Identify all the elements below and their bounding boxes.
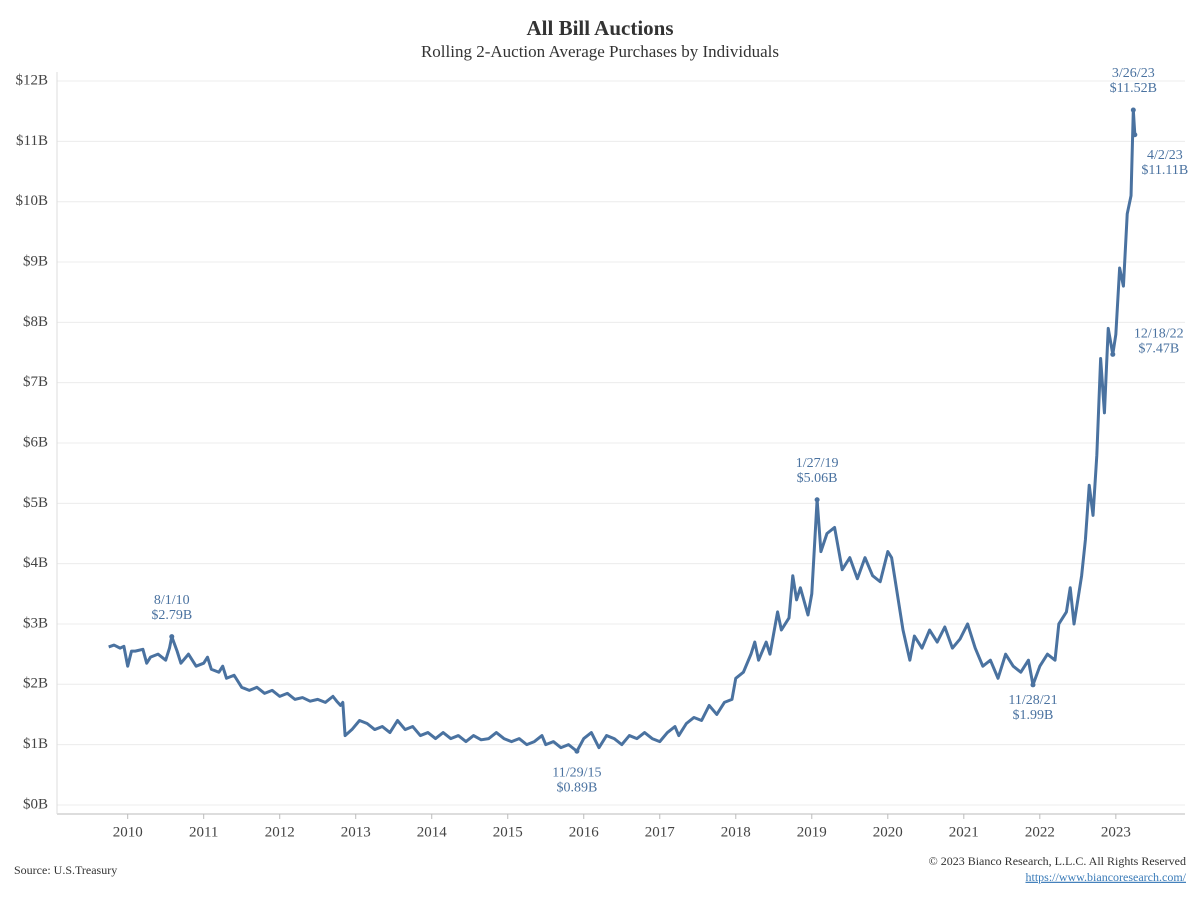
- annotation-date: 1/27/19: [796, 456, 839, 471]
- y-tick-label: $11B: [16, 133, 48, 149]
- annotation-value: $11.52B: [1110, 81, 1157, 96]
- annotation-value: $11.11B: [1141, 163, 1188, 178]
- x-tick-label: 2010: [113, 824, 143, 840]
- chart-subtitle: Rolling 2-Auction Average Purchases by I…: [421, 42, 779, 61]
- y-tick-label: $2B: [23, 676, 48, 692]
- y-tick-label: $4B: [23, 555, 48, 571]
- copyright: © 2023 Bianco Research, L.L.C. All Right…: [929, 854, 1186, 868]
- source: Source: U.S.Treasury: [14, 863, 117, 877]
- annotation-point: [1132, 132, 1138, 138]
- annotation-point: [814, 497, 820, 503]
- annotation-date: 11/28/21: [1008, 693, 1057, 708]
- x-tick-label: 2018: [721, 824, 751, 840]
- chart-title: All Bill Auctions: [526, 16, 673, 40]
- x-tick-label: 2017: [645, 824, 676, 840]
- url[interactable]: https://www.biancoresearch.com/: [1025, 870, 1186, 884]
- annotation-value: $2.79B: [151, 608, 192, 623]
- annotation-value: $7.47B: [1138, 342, 1179, 357]
- annotation-date: 11/29/15: [552, 765, 601, 780]
- y-tick-label: $7B: [23, 374, 48, 390]
- annotation-value: $0.89B: [556, 780, 597, 795]
- url-link[interactable]: https://www.biancoresearch.com/: [1025, 870, 1186, 884]
- y-tick-label: $6B: [23, 434, 48, 450]
- x-tick-label: 2014: [417, 824, 448, 840]
- x-tick-label: 2020: [873, 824, 903, 840]
- annotation-value: $1.99B: [1013, 708, 1054, 723]
- annotation-point: [1110, 351, 1116, 357]
- annotation-date: 3/26/23: [1112, 66, 1155, 81]
- annotation-point: [1030, 682, 1036, 688]
- annotation-point: [169, 634, 175, 640]
- y-tick-label: $10B: [15, 193, 48, 209]
- y-tick-label: $1B: [23, 736, 48, 752]
- x-tick-label: 2023: [1101, 824, 1131, 840]
- series-line: [108, 108, 1137, 753]
- x-tick-label: 2015: [493, 824, 523, 840]
- annotation-date: 12/18/22: [1134, 327, 1184, 342]
- annotation-value: $5.06B: [797, 471, 838, 486]
- x-tick-label: 2013: [341, 824, 371, 840]
- x-tick-label: 2021: [949, 824, 979, 840]
- x-tick-label: 2012: [265, 824, 295, 840]
- x-tick-label: 2022: [1025, 824, 1055, 840]
- x-tick-label: 2016: [569, 824, 600, 840]
- annotation-point: [574, 748, 580, 754]
- y-tick-label: $3B: [23, 615, 48, 631]
- annotation-date: 4/2/23: [1147, 148, 1183, 163]
- y-tick-label: $5B: [23, 495, 48, 511]
- y-tick-label: $12B: [15, 72, 48, 88]
- x-tick-label: 2011: [189, 824, 218, 840]
- y-tick-label: $8B: [23, 314, 48, 330]
- annotation-point: [1130, 107, 1136, 113]
- annotation-date: 8/1/10: [154, 593, 190, 608]
- x-tick-label: 2019: [797, 824, 827, 840]
- y-tick-label: $9B: [23, 253, 48, 269]
- y-tick-label: $0B: [23, 796, 48, 812]
